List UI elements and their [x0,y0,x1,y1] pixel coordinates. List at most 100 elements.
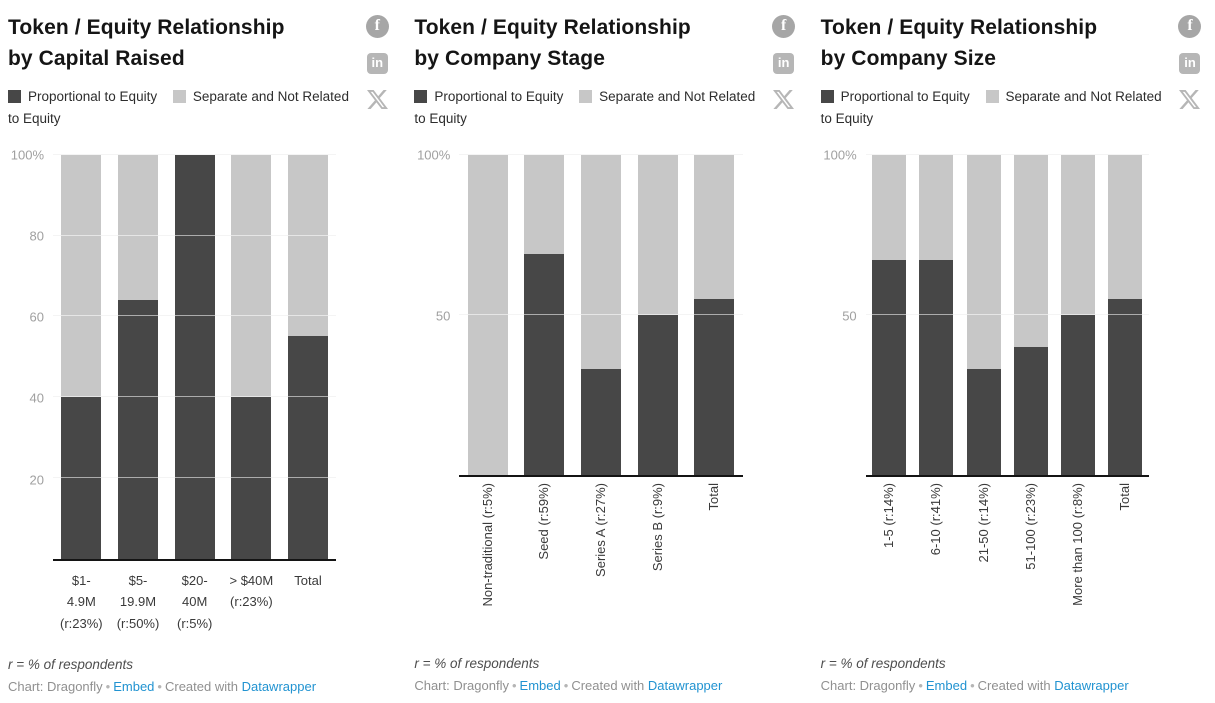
bar-segment-separate[interactable] [61,154,102,398]
bar-segment-separate[interactable] [467,154,508,475]
stacked-bar[interactable] [61,154,102,559]
bar-segment-separate[interactable] [1013,154,1048,347]
x-axis-tick-label: 21-50 (r:14%) [975,482,991,563]
bar-slot [516,154,573,475]
bar-segment-proportional[interactable] [919,260,954,475]
x-axis-tick-label: $5- 19.9M (r:50%) [116,572,160,631]
legend-label-separate: Separate and Not Related to Equity [8,89,349,127]
bar-slot [913,154,960,475]
stacked-bar[interactable] [524,154,565,475]
y-axis-tick-label: 20 [29,472,44,487]
chart-header: Token / Equity Relationship by Company S… [414,10,804,131]
bar-segment-proportional[interactable] [174,154,215,559]
stacked-bar[interactable] [1013,154,1048,475]
bar-segment-separate[interactable] [581,154,621,370]
bar-segment-separate[interactable] [1108,154,1143,299]
y-axis: 20 40 60 80 100% [8,147,53,561]
gridline-overlay [459,153,743,155]
bar-segment-proportional[interactable] [966,369,1001,475]
x-share-icon[interactable] [366,89,388,110]
legend-label-proportional: Proportional to Equity [434,89,564,105]
bar-segment-separate[interactable] [637,154,678,315]
header-left: Token / Equity Relationship by Capital R… [8,10,358,131]
credit-text: Created with [977,677,1051,693]
stacked-bar[interactable] [872,154,907,475]
bar-slot [960,154,1007,475]
bar-segment-separate[interactable] [694,154,735,299]
facebook-share-icon[interactable]: f [772,15,796,38]
chart-company-size: Token / Equity Relationship by Company S… [820,10,1211,694]
stacked-bar[interactable] [694,154,735,475]
x-axis-tick-label: More than 100 (r:8%) [1069,482,1085,606]
x-tick-slot: 6-10 (r:41%) [913,483,960,641]
x-share-icon[interactable] [773,89,795,110]
stacked-bar[interactable] [288,154,329,559]
bar-segment-separate[interactable] [288,154,329,337]
bar-segment-proportional[interactable] [637,314,678,475]
bar-segment-separate[interactable] [872,154,907,261]
datawrapper-link[interactable]: Datawrapper [647,677,723,693]
datawrapper-link[interactable]: Datawrapper [1054,677,1129,693]
stacked-bar[interactable] [174,154,215,559]
stacked-bar[interactable] [467,154,508,475]
bars [866,154,1149,475]
x-axis-tick-label: Series A (r:27%) [592,482,608,577]
bar-segment-proportional[interactable] [524,253,565,475]
bar-segment-proportional[interactable] [118,300,158,559]
bar-segment-separate[interactable] [1061,154,1096,315]
stacked-bar[interactable] [1061,154,1096,475]
chart-legend: Proportional to Equity Separate and Not … [414,86,756,131]
bar-segment-separate[interactable] [524,154,565,254]
bar-slot [1055,154,1102,475]
linkedin-share-icon[interactable]: in [366,53,388,74]
x-axis-tick-label: Seed (r:59%) [536,482,552,560]
stacked-bar[interactable] [637,154,678,475]
y-axis: 50 100% [821,147,866,477]
bar-segment-proportional[interactable] [581,369,621,475]
separator-dot: • [105,678,111,694]
bar-segment-proportional[interactable] [288,336,329,559]
bar-segment-proportional[interactable] [694,298,735,475]
x-axis-tick-label: Non-traditional (r:5%) [479,482,495,607]
x-share-icon[interactable] [1179,89,1201,110]
gridline-overlay [53,476,337,478]
bar-segment-separate[interactable] [919,154,954,261]
bar-segment-separate[interactable] [118,154,158,301]
credit-text: Chart: Dragonfly [414,677,509,693]
share-buttons: f in [364,15,390,131]
facebook-share-icon[interactable]: f [1178,15,1202,38]
stacked-bar[interactable] [966,154,1001,475]
gridline-overlay [865,313,1149,315]
bar-segment-proportional[interactable] [1061,314,1096,475]
stacked-bar[interactable] [118,154,158,559]
bar-segment-separate[interactable] [231,154,272,398]
bar-segment-proportional[interactable] [872,260,907,475]
gridline-overlay [53,234,337,236]
bars-area [53,153,337,561]
datawrapper-link[interactable]: Datawrapper [241,678,317,694]
stacked-bar[interactable] [581,154,621,475]
bars-area [865,153,1149,477]
stacked-bar[interactable] [231,154,272,559]
x-axis-tick-label: > $40M (r:23%) [229,572,274,610]
bar-slot [166,154,223,559]
linkedin-share-icon[interactable]: in [1179,53,1201,74]
bar-segment-proportional[interactable] [1108,298,1143,475]
stacked-bar[interactable] [919,154,954,475]
embed-link[interactable]: Embed [113,678,155,694]
linkedin-share-icon[interactable]: in [773,53,795,74]
legend-label-separate: Separate and Not Related to Equity [414,89,756,127]
chart-header: Token / Equity Relationship by Capital R… [8,10,398,131]
embed-link[interactable]: Embed [925,677,968,693]
embed-link[interactable]: Embed [519,677,561,693]
y-axis-tick-label: 100% [417,147,451,163]
bar-segment-separate[interactable] [966,154,1001,370]
y-axis-tick-label: 80 [29,228,44,244]
x-axis-tick-label: 6-10 (r:41%) [928,482,944,555]
stacked-bar[interactable] [1108,154,1143,475]
bar-segment-proportional[interactable] [1013,346,1048,475]
y-axis-tick-label: 60 [29,309,44,325]
facebook-share-icon[interactable]: f [365,15,389,38]
bar-slot [686,154,743,475]
credit-text: Created with [571,677,645,693]
